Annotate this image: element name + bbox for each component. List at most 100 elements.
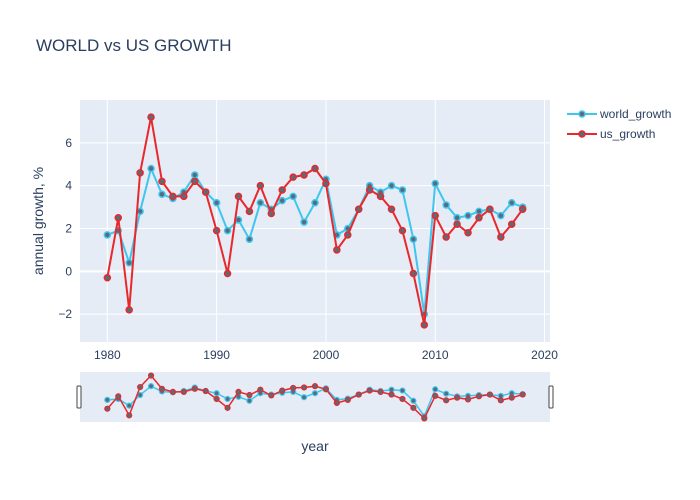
data-point-world_growth[interactable] xyxy=(223,226,232,235)
data-point-world_growth[interactable] xyxy=(453,214,461,222)
data-point-us_growth[interactable] xyxy=(169,192,177,201)
slider-point-us_growth xyxy=(224,404,231,411)
data-point-us_growth[interactable] xyxy=(223,269,232,278)
slider-point-us_growth xyxy=(169,388,177,396)
data-point-us_growth[interactable] xyxy=(147,113,155,121)
legend-label: us_growth xyxy=(600,127,655,141)
data-point-us_growth[interactable] xyxy=(507,220,516,228)
data-point-world_growth[interactable] xyxy=(464,211,472,220)
range-slider-series xyxy=(104,372,526,422)
data-point-world_growth[interactable] xyxy=(256,199,265,207)
data-point-world_growth[interactable] xyxy=(158,190,166,198)
plot-area xyxy=(80,100,550,342)
data-point-world_growth[interactable] xyxy=(475,207,483,216)
data-point-us_growth[interactable] xyxy=(322,179,330,188)
data-point-us_growth[interactable] xyxy=(365,186,374,194)
data-point-us_growth[interactable] xyxy=(289,173,297,181)
data-point-us_growth[interactable] xyxy=(267,209,276,218)
data-point-us_growth[interactable] xyxy=(191,177,199,186)
legend[interactable]: world_growth us_growth xyxy=(567,107,671,141)
data-point-us_growth[interactable] xyxy=(300,171,308,179)
x-tick-label: 2010 xyxy=(422,348,449,362)
data-point-us_growth[interactable] xyxy=(212,226,221,235)
data-point-world_growth[interactable] xyxy=(212,199,221,207)
data-point-us_growth[interactable] xyxy=(497,233,505,241)
slider-point-us_growth xyxy=(311,383,319,390)
data-point-us_growth[interactable] xyxy=(158,177,166,186)
data-point-world_growth[interactable] xyxy=(507,199,516,207)
data-point-us_growth[interactable] xyxy=(518,205,527,213)
data-point-us_growth[interactable] xyxy=(442,233,450,241)
range-slider-left-handle[interactable] xyxy=(76,385,82,409)
data-point-world_growth[interactable] xyxy=(289,192,297,201)
slider-point-world_growth xyxy=(311,390,319,397)
data-point-world_growth[interactable] xyxy=(387,181,396,190)
data-point-world_growth[interactable] xyxy=(245,235,254,243)
series-main xyxy=(103,113,527,329)
data-point-us_growth[interactable] xyxy=(333,246,341,254)
slider-point-us_growth xyxy=(235,388,242,396)
slider-point-us_growth xyxy=(322,386,330,393)
slider-point-us_growth xyxy=(388,391,395,398)
y-tick-label: 2 xyxy=(65,221,72,235)
slider-point-us_growth xyxy=(355,391,362,398)
data-point-us_growth[interactable] xyxy=(420,321,429,329)
data-point-us_growth[interactable] xyxy=(114,214,123,222)
data-point-us_growth[interactable] xyxy=(464,229,472,237)
slider-point-us_growth xyxy=(202,387,209,395)
slider-point-us_growth xyxy=(508,394,515,401)
data-point-us_growth[interactable] xyxy=(486,205,494,213)
data-point-world_growth[interactable] xyxy=(300,218,308,226)
data-point-us_growth[interactable] xyxy=(354,205,363,213)
data-point-world_growth[interactable] xyxy=(278,196,286,205)
legend-item-us_growth[interactable]: us_growth xyxy=(567,127,655,141)
legend-item-world_growth[interactable]: world_growth xyxy=(567,107,671,121)
data-point-world_growth[interactable] xyxy=(125,259,133,267)
slider-point-us_growth xyxy=(147,372,155,379)
data-point-us_growth[interactable] xyxy=(278,186,286,194)
y-tick-label: 6 xyxy=(65,136,72,150)
data-point-us_growth[interactable] xyxy=(453,220,461,228)
data-point-world_growth[interactable] xyxy=(398,186,407,194)
data-point-world_growth[interactable] xyxy=(147,164,155,173)
x-tick-label: 1990 xyxy=(203,348,230,362)
data-point-us_growth[interactable] xyxy=(136,169,144,177)
slider-point-us_growth xyxy=(519,391,526,398)
data-point-world_growth[interactable] xyxy=(409,235,418,243)
chart-title: WORLD vs US GROWTH xyxy=(36,36,232,55)
slider-point-us_growth xyxy=(137,383,144,391)
x-tick-label: 2000 xyxy=(313,348,340,362)
data-point-us_growth[interactable] xyxy=(180,192,188,201)
data-point-us_growth[interactable] xyxy=(475,214,483,222)
data-point-us_growth[interactable] xyxy=(311,164,319,173)
data-point-us_growth[interactable] xyxy=(398,226,407,235)
data-point-us_growth[interactable] xyxy=(387,205,396,213)
data-point-us_growth[interactable] xyxy=(234,192,243,201)
slider-point-world_growth xyxy=(213,390,220,397)
data-point-us_growth[interactable] xyxy=(103,274,112,282)
data-point-world_growth[interactable] xyxy=(191,171,199,179)
data-point-us_growth[interactable] xyxy=(256,181,265,190)
slider-point-world_growth xyxy=(432,386,439,393)
slider-point-us_growth xyxy=(421,415,428,422)
slider-point-world_growth xyxy=(126,402,133,409)
data-point-us_growth[interactable] xyxy=(376,192,385,201)
data-point-us_growth[interactable] xyxy=(245,207,254,216)
data-point-world_growth[interactable] xyxy=(311,199,319,207)
data-point-world_growth[interactable] xyxy=(497,211,505,220)
data-point-us_growth[interactable] xyxy=(409,269,418,278)
data-point-world_growth[interactable] xyxy=(431,179,439,188)
data-point-world_growth[interactable] xyxy=(442,201,450,209)
data-point-us_growth[interactable] xyxy=(431,211,439,220)
data-point-world_growth[interactable] xyxy=(103,231,112,239)
range-slider-right-handle[interactable] xyxy=(548,385,554,409)
data-point-us_growth[interactable] xyxy=(201,188,210,196)
slider-point-us_growth xyxy=(268,392,275,399)
range-slider[interactable] xyxy=(80,372,550,422)
slider-point-world_growth xyxy=(410,397,417,404)
slider-point-us_growth xyxy=(115,393,122,400)
x-tick-labels: 1980 1990 2000 2010 2020 xyxy=(94,348,558,362)
data-point-us_growth[interactable] xyxy=(125,306,133,314)
data-point-us_growth[interactable] xyxy=(344,231,352,239)
legend-label: world_growth xyxy=(599,107,671,121)
